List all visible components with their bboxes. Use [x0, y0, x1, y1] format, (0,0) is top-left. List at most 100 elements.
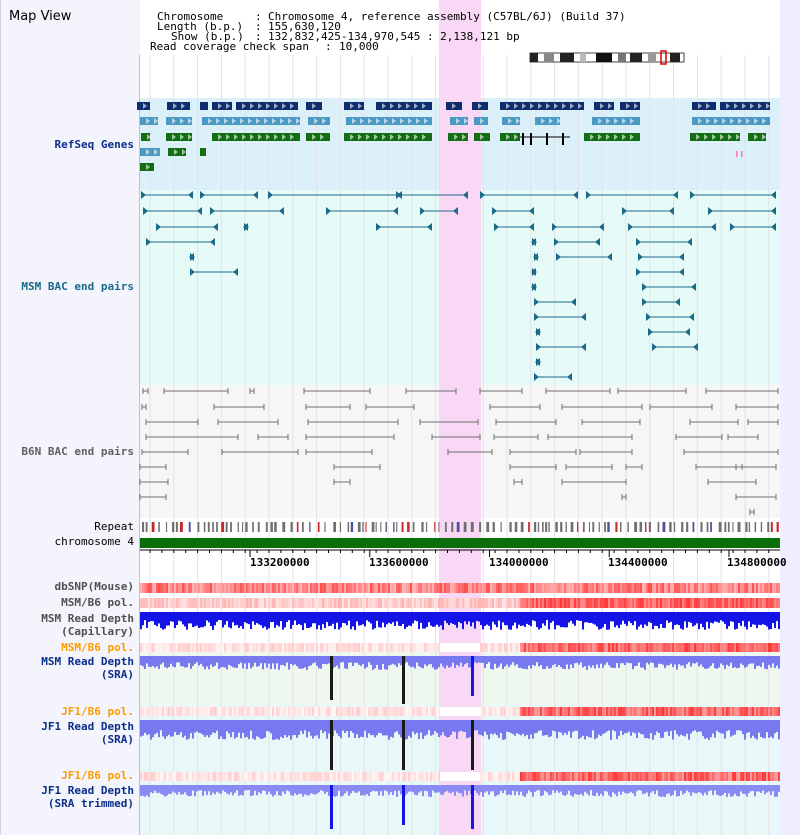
polymorphism-cell [616, 707, 618, 716]
read-depth-bar [328, 785, 330, 796]
polymorphism-cell [180, 772, 182, 781]
polymorphism-cell [402, 707, 404, 716]
polymorphism-cell [714, 598, 716, 608]
gene-strand-arrow [226, 134, 230, 140]
track-label-dbsnp[interactable]: dbSNP(Mouse) [54, 580, 134, 593]
read-depth-bar [390, 785, 392, 793]
read-depth-bar [356, 785, 358, 793]
read-depth-bar [188, 612, 190, 624]
read-depth-bar [746, 656, 748, 667]
read-depth-bar [598, 656, 600, 668]
polymorphism-cell [284, 643, 286, 652]
polymorphism-cell [594, 583, 596, 593]
polymorphism-cell [470, 598, 472, 608]
polymorphism-cell [266, 583, 268, 593]
polymorphism-cell [582, 583, 584, 593]
polymorphism-cell [640, 643, 642, 652]
polymorphism-cell [236, 583, 238, 593]
polymorphism-cell [524, 598, 526, 608]
polymorphism-cell [234, 598, 236, 608]
gene-strand-arrow [290, 103, 294, 109]
read-depth-bar [740, 656, 742, 664]
polymorphism-cell [572, 772, 574, 781]
msm-bac-end [636, 238, 641, 246]
track-label-jf1-depth-sra[interactable]: JF1 Read Depth [41, 720, 134, 733]
polymorphism-cell [240, 598, 242, 608]
read-depth-bar [670, 656, 672, 664]
polymorphism-cell [184, 598, 186, 608]
repeat-element [727, 522, 730, 532]
track-label-msm-pol-2[interactable]: MSM/B6 pol. [61, 641, 134, 654]
polymorphism-cell [262, 643, 264, 652]
read-depth-bar [674, 656, 676, 665]
track-label-jf1-depth-trim[interactable]: JF1 Read Depth [41, 784, 134, 797]
ideogram-band [630, 53, 642, 62]
read-depth-bar [208, 785, 210, 792]
read-depth-bar [566, 612, 568, 628]
read-depth-bar [418, 612, 420, 630]
polymorphism-cell [710, 583, 712, 593]
track-label-chromosome[interactable]: chromosome 4 [54, 535, 134, 548]
track-label-msm-depth-cap[interactable]: MSM Read Depth [41, 612, 134, 625]
polymorphism-cell [402, 598, 404, 608]
polymorphism-cell [166, 583, 168, 593]
read-depth-bar [644, 656, 646, 670]
read-depth-bar [728, 612, 730, 627]
msm-bac-end [213, 223, 218, 231]
read-depth-bar [652, 720, 654, 740]
polymorphism-cell [582, 707, 584, 716]
gene-strand-arrow [398, 134, 402, 140]
polymorphism-cell [360, 598, 362, 608]
polymorphism-cell [286, 598, 288, 608]
read-depth-bar [744, 656, 746, 668]
read-depth-bar [750, 612, 752, 627]
polymorphism-cell [266, 643, 268, 652]
polymorphism-cell [314, 583, 316, 593]
track-label-msm-bac[interactable]: MSM BAC end pairs [21, 280, 134, 293]
read-depth-bar [450, 612, 452, 623]
polymorphism-cell [364, 643, 366, 652]
track-label-repeat[interactable]: Repeat [94, 520, 134, 533]
track-label-jf1-pol-2[interactable]: JF1/B6 pol. [61, 769, 134, 782]
gene-strand-arrow [250, 103, 254, 109]
polymorphism-cell [504, 707, 506, 716]
polymorphism-cell [522, 772, 524, 781]
polymorphism-cell [586, 707, 588, 716]
read-depth-bar [256, 656, 258, 667]
read-depth-bar [400, 720, 402, 738]
read-depth-bar [734, 785, 736, 794]
read-depth-bar [482, 720, 484, 737]
polymorphism-cell [198, 707, 200, 716]
polymorphism-cell [300, 643, 302, 652]
read-depth-bar [214, 785, 216, 795]
polymorphism-cell [504, 643, 506, 652]
polymorphism-cell [594, 772, 596, 781]
track-label-refseq[interactable]: RefSeq Genes [54, 138, 134, 151]
polymorphism-cell [294, 583, 296, 593]
read-depth-bar [320, 656, 322, 669]
read-depth-bar [260, 612, 262, 626]
polymorphism-cell [774, 772, 776, 781]
msm-bac-end [771, 191, 776, 199]
track-label-msm-pol-1[interactable]: MSM/B6 pol. [61, 596, 134, 609]
polymorphism-cell [150, 643, 152, 652]
read-depth-bar [474, 656, 476, 663]
gene-strand-arrow [549, 118, 553, 124]
read-depth-bar [644, 785, 646, 794]
track-label-b6n-bac[interactable]: B6N BAC end pairs [21, 445, 134, 458]
polymorphism-cell [352, 643, 354, 652]
read-depth-bar [544, 720, 546, 736]
polymorphism-cell [528, 583, 530, 593]
msm-bac-end [534, 313, 539, 321]
polymorphism-cell [510, 643, 512, 652]
polymorphism-cell [410, 707, 412, 716]
read-depth-bar [406, 656, 408, 663]
read-depth-bar [598, 720, 600, 735]
read-depth-bar [556, 656, 558, 667]
track-label-jf1-pol-1[interactable]: JF1/B6 pol. [61, 705, 134, 718]
track-label-msm-depth-sra[interactable]: MSM Read Depth [41, 655, 134, 668]
read-depth-bar [334, 720, 336, 731]
read-depth-bar [298, 785, 300, 794]
read-depth-bar [498, 785, 500, 795]
